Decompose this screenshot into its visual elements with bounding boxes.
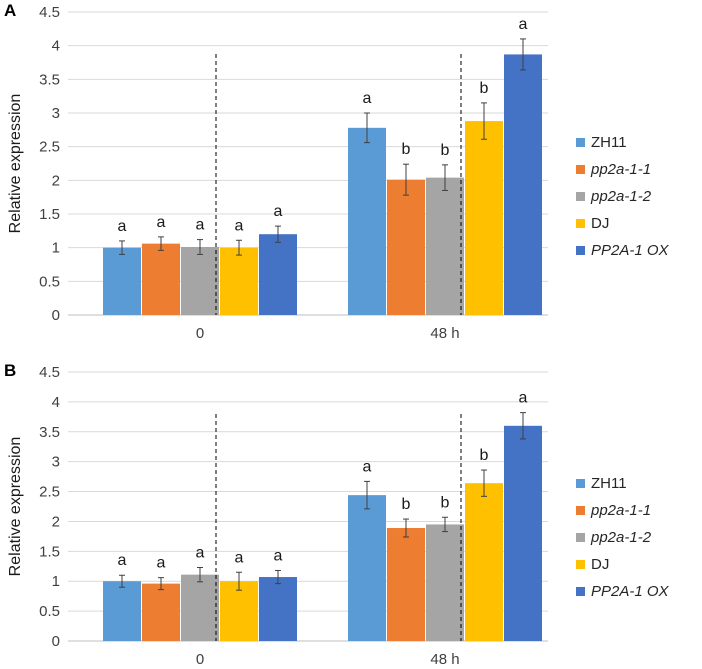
legend-swatch xyxy=(576,138,585,147)
x-tick-label: 48 h xyxy=(430,325,459,342)
legend-swatch xyxy=(576,165,585,174)
y-tick-label: 1.5 xyxy=(39,206,60,223)
y-tick-label: 2.5 xyxy=(39,139,60,156)
significance-label: a xyxy=(519,390,528,407)
y-tick-label: 2.5 xyxy=(39,484,60,501)
chart-panel-a: A 0 0.5 1 1.5 2 2.5 3 3.5 4 4.5 Relative expression… xyxy=(4,1,670,342)
significance-label: a xyxy=(235,549,244,566)
x-tick-label: 0 xyxy=(196,325,204,342)
legend-swatch xyxy=(576,246,585,255)
y-tick-label: 2 xyxy=(52,513,60,530)
y-tick-label: 4 xyxy=(52,394,60,411)
bar xyxy=(181,246,219,315)
bar xyxy=(259,234,297,315)
legend-swatch xyxy=(576,506,585,515)
bar xyxy=(465,483,503,641)
bar xyxy=(142,583,180,641)
y-tick-label: 3.5 xyxy=(39,424,60,441)
bar xyxy=(504,54,542,316)
legend-label: ZH11 xyxy=(591,134,627,151)
significance-label: b xyxy=(480,80,489,97)
significance-label: a xyxy=(363,90,372,107)
bar xyxy=(465,121,503,315)
legend-swatch xyxy=(576,587,585,596)
y-tick-label: 4.5 xyxy=(39,4,60,21)
significance-label: a xyxy=(196,544,205,561)
y-tick-label: 1 xyxy=(52,240,60,257)
y-tick-label: 0 xyxy=(52,307,60,324)
significance-label: b xyxy=(402,141,411,158)
y-tick-label: 1 xyxy=(52,573,60,590)
legend: ZH11 pp2a-1-1 pp2a-1-2 DJ PP2A-1 OX xyxy=(576,475,670,600)
y-axis-title: Relative expression xyxy=(7,437,24,577)
panel-label: B xyxy=(4,361,16,380)
bar xyxy=(103,581,141,641)
y-tick-label: 0.5 xyxy=(39,603,60,620)
significance-label: a xyxy=(196,217,205,234)
bar xyxy=(348,127,386,316)
y-tick-label: 4.5 xyxy=(39,364,60,381)
legend-swatch xyxy=(576,479,585,488)
significance-label: a xyxy=(157,214,166,231)
bar xyxy=(103,247,141,315)
x-tick-label: 0 xyxy=(196,651,204,668)
chart-panel-b: B 0 0.5 1 1.5 2 2.5 3 3.5 4 4.5 Relative expression… xyxy=(4,361,670,668)
legend: ZH11 pp2a-1-1 pp2a-1-2 DJ PP2A-1 OX xyxy=(576,134,670,259)
bar xyxy=(504,425,542,641)
legend-swatch xyxy=(576,192,585,201)
y-tick-label: 1.5 xyxy=(39,543,60,560)
y-tick-label: 4 xyxy=(52,38,60,55)
legend-label: PP2A-1 OX xyxy=(591,583,670,600)
bar xyxy=(142,243,180,315)
significance-label: a xyxy=(274,203,283,220)
legend-label: pp2a-1-2 xyxy=(590,529,652,546)
y-tick-label: 3 xyxy=(52,105,60,122)
significance-label: a xyxy=(118,552,127,569)
significance-label: b xyxy=(402,496,411,513)
legend-label: pp2a-1-1 xyxy=(590,161,651,178)
bar xyxy=(426,524,464,641)
significance-label: a xyxy=(274,547,283,564)
y-tick-label: 3 xyxy=(52,454,60,471)
bar xyxy=(387,528,425,641)
legend-label: pp2a-1-1 xyxy=(590,502,651,519)
y-tick-label: 0.5 xyxy=(39,273,60,290)
bar xyxy=(220,581,258,641)
legend-swatch xyxy=(576,219,585,228)
x-tick-label: 48 h xyxy=(430,651,459,668)
bar xyxy=(387,179,425,315)
significance-label: a xyxy=(118,218,127,235)
legend-label: ZH11 xyxy=(591,475,627,492)
significance-label: a xyxy=(235,217,244,234)
significance-label: a xyxy=(519,16,528,33)
significance-label: a xyxy=(157,555,166,572)
legend-label: PP2A-1 OX xyxy=(591,242,670,259)
y-axis-title: Relative expression xyxy=(7,94,24,234)
y-tick-label: 2 xyxy=(52,172,60,189)
bar xyxy=(220,247,258,315)
legend-label: DJ xyxy=(591,215,609,232)
y-tick-label: 3.5 xyxy=(39,71,60,88)
bar xyxy=(348,495,386,641)
significance-label: b xyxy=(480,447,489,464)
y-tick-label: 0 xyxy=(52,633,60,650)
legend-label: DJ xyxy=(591,556,609,573)
panel-label: A xyxy=(4,1,16,20)
bar xyxy=(259,577,297,641)
legend-label: pp2a-1-2 xyxy=(590,188,652,205)
bar xyxy=(426,177,464,315)
significance-label: a xyxy=(363,458,372,475)
significance-label: b xyxy=(441,494,450,511)
legend-swatch xyxy=(576,533,585,542)
legend-swatch xyxy=(576,560,585,569)
significance-label: b xyxy=(441,142,450,159)
bar xyxy=(181,574,219,641)
